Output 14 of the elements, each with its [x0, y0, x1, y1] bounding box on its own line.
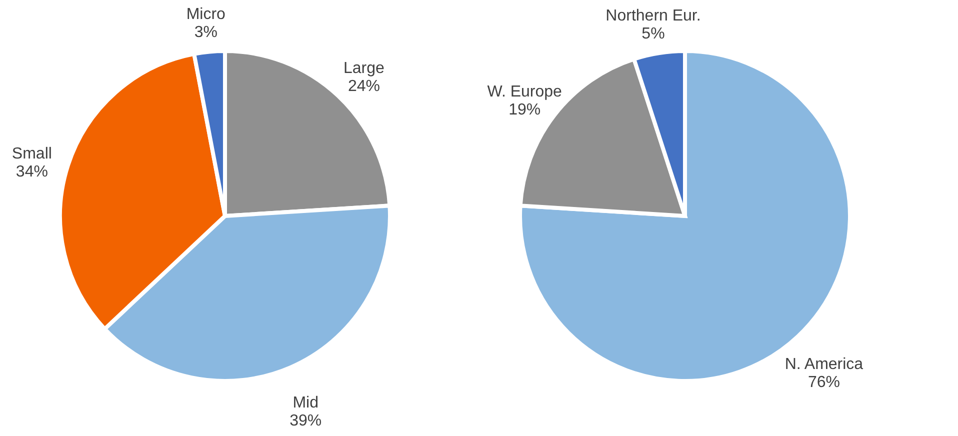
slice-label: N. America	[784, 356, 864, 373]
data-label: 5%	[642, 26, 665, 42]
data-label: 3%	[194, 24, 218, 41]
data-label: 34%	[16, 163, 48, 180]
slice-label: Small	[12, 145, 52, 162]
data-label: 24%	[348, 78, 380, 96]
data-label: 19%	[508, 102, 541, 119]
slice-label: Large	[344, 60, 385, 78]
slice-label: Micro	[186, 6, 226, 23]
slice-label: W. Europe	[487, 84, 562, 101]
data-label: 76%	[808, 374, 840, 391]
data-label: 39%	[290, 412, 322, 430]
slice-label: Mid	[292, 394, 319, 412]
slice-label: Northern Eur.	[606, 8, 701, 24]
